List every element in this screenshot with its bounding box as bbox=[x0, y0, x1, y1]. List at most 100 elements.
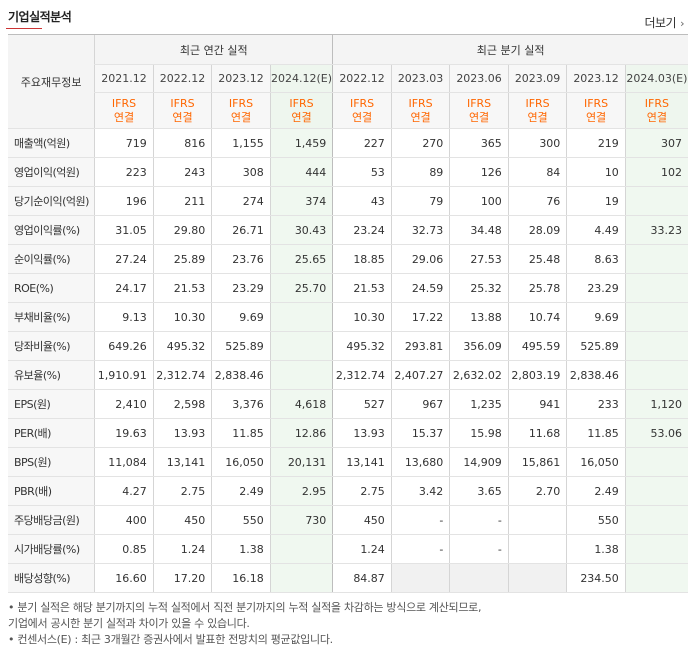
table-cell: 4.49 bbox=[566, 215, 626, 245]
table-cell: 2.70 bbox=[507, 476, 567, 506]
table-cell bbox=[624, 302, 688, 332]
table-cell: 243 bbox=[152, 157, 212, 187]
table-cell: 19 bbox=[566, 186, 626, 216]
table-cell bbox=[624, 244, 688, 274]
row-label: BPS(원) bbox=[8, 447, 95, 477]
table-row: ROE(%) 24.17 21.53 23.29 25.70 21.53 24.59 25.3… bbox=[8, 273, 688, 303]
table-cell: 25.78 bbox=[507, 273, 567, 303]
period-header: 2023.12 bbox=[566, 64, 626, 93]
table-cell bbox=[269, 331, 333, 361]
table-cell: 1,155 bbox=[211, 128, 271, 158]
table-cell: 495.59 bbox=[507, 331, 567, 361]
corner-label: 주요재무정보 bbox=[8, 34, 95, 129]
table-cell: 23.29 bbox=[211, 273, 271, 303]
row-label: 배당성향(%) bbox=[8, 563, 95, 593]
table-cell: 8.63 bbox=[566, 244, 626, 274]
period-header-row: 2021.12 2022.12 2023.12 2024.12(E) 2022.… bbox=[8, 64, 688, 93]
ifrs-label: IFRS 연결 bbox=[390, 92, 450, 129]
table-cell: 730 bbox=[269, 505, 333, 535]
table-cell: 24.17 bbox=[94, 273, 154, 303]
table-cell: 13.93 bbox=[332, 418, 392, 448]
footnote-line: • 분기 실적은 해당 분기까지의 누적 실적에서 직전 분기까지의 누적 실적… bbox=[8, 601, 482, 614]
table-cell bbox=[624, 563, 688, 593]
table-cell: 2,410 bbox=[94, 389, 154, 419]
table-cell: 2.75 bbox=[152, 476, 212, 506]
table-cell: 25.89 bbox=[152, 244, 212, 274]
ifrs-label: IFRS 연결 bbox=[449, 92, 509, 129]
table-cell: 19.63 bbox=[94, 418, 154, 448]
table-cell: 227 bbox=[332, 128, 392, 158]
table-cell: 3,376 bbox=[211, 389, 271, 419]
more-label[interactable]: 더보기 bbox=[644, 16, 677, 30]
table-cell: 12.86 bbox=[269, 418, 333, 448]
table-cell: 1,120 bbox=[624, 389, 688, 419]
table-cell bbox=[624, 331, 688, 361]
table-cell: 79 bbox=[390, 186, 450, 216]
financial-summary-table: 주요재무정보 최근 연간 실적 최근 분기 실적 2021.12 2022.12… bbox=[8, 34, 688, 593]
table-cell: 25.65 bbox=[269, 244, 333, 274]
table-cell: 2,803.19 bbox=[507, 360, 567, 390]
table-cell: 25.70 bbox=[269, 273, 333, 303]
row-label: 부채비율(%) bbox=[8, 302, 95, 332]
table-cell: 967 bbox=[390, 389, 450, 419]
table-cell: 31.05 bbox=[94, 215, 154, 245]
table-cell: 28.09 bbox=[507, 215, 567, 245]
table-cell: 2.49 bbox=[211, 476, 271, 506]
table-cell: 10.74 bbox=[507, 302, 567, 332]
table-cell: 196 bbox=[94, 186, 154, 216]
table-cell: 18.85 bbox=[332, 244, 392, 274]
table-cell: 11.68 bbox=[507, 418, 567, 448]
table-cell: 1.24 bbox=[332, 534, 392, 564]
table-cell: 4,618 bbox=[269, 389, 333, 419]
section-title: 기업실적분석 bbox=[8, 10, 72, 24]
table-cell: 9.13 bbox=[94, 302, 154, 332]
group-annual: 최근 연간 실적 bbox=[94, 34, 333, 65]
table-cell bbox=[269, 360, 333, 390]
table-cell: 3.65 bbox=[449, 476, 509, 506]
table-cell: 2,632.02 bbox=[449, 360, 509, 390]
table-cell bbox=[624, 186, 688, 216]
table-cell: 2,838.46 bbox=[566, 360, 626, 390]
table-cell: 450 bbox=[332, 505, 392, 535]
table-cell: 126 bbox=[449, 157, 509, 187]
table-cell: 32.73 bbox=[390, 215, 450, 245]
table-cell: - bbox=[390, 505, 450, 535]
period-header: 2024.03(E) bbox=[624, 64, 688, 93]
table-row: 당기순이익(억원) 196 211 274 374 43 79 100 76 19 bbox=[8, 186, 688, 216]
table-cell: 13,141 bbox=[332, 447, 392, 477]
table-cell: 233 bbox=[566, 389, 626, 419]
table-cell: 15,861 bbox=[507, 447, 567, 477]
row-label: 당기순이익(억원) bbox=[8, 186, 95, 216]
table-cell: 2.95 bbox=[269, 476, 333, 506]
table-cell: 495.32 bbox=[332, 331, 392, 361]
table-cell: 400 bbox=[94, 505, 154, 535]
table-cell bbox=[449, 563, 509, 593]
table-cell: 1.38 bbox=[566, 534, 626, 564]
table-cell: 365 bbox=[449, 128, 509, 158]
table-cell: 550 bbox=[566, 505, 626, 535]
table-cell: 9.69 bbox=[566, 302, 626, 332]
ifrs-label: IFRS 연결 bbox=[152, 92, 212, 129]
ifrs-label: IFRS 연결 bbox=[507, 92, 567, 129]
table-row: 주당배당금(원) 400 450 550 730 450- -550 bbox=[8, 505, 688, 535]
table-cell: 29.06 bbox=[390, 244, 450, 274]
section-header: 기업실적분석 더보기 › bbox=[0, 0, 694, 34]
table-cell: 17.20 bbox=[152, 563, 212, 593]
table-cell: 10.30 bbox=[152, 302, 212, 332]
table-cell: 20,131 bbox=[269, 447, 333, 477]
table-cell: 43 bbox=[332, 186, 392, 216]
ifrs-label: IFRS 연결 bbox=[211, 92, 271, 129]
row-label: ROE(%) bbox=[8, 273, 95, 303]
table-cell: 234.50 bbox=[566, 563, 626, 593]
table-cell: 525.89 bbox=[211, 331, 271, 361]
table-cell: 17.22 bbox=[390, 302, 450, 332]
table-row: 시가배당률(%) 0.85 1.24 1.38 1.24- -1.38 bbox=[8, 534, 688, 564]
table-cell: 2,312.74 bbox=[152, 360, 212, 390]
table-cell: 211 bbox=[152, 186, 212, 216]
table-row: PER(배) 19.63 13.93 11.85 12.86 13.93 15.37 15.9… bbox=[8, 418, 688, 448]
table-cell: 53 bbox=[332, 157, 392, 187]
table-row: 영업이익률(%) 31.05 29.80 26.71 30.43 23.24 32.73 34… bbox=[8, 215, 688, 245]
table-cell: 16.18 bbox=[211, 563, 271, 593]
table-cell: 300 bbox=[507, 128, 567, 158]
more-link[interactable]: 더보기 › bbox=[644, 14, 684, 31]
